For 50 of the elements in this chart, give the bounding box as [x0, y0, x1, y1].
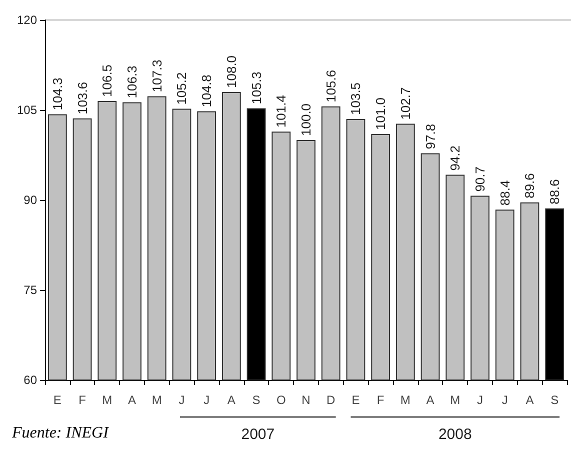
- x-tick-label: N: [302, 393, 310, 407]
- x-tick-label: J: [204, 393, 210, 407]
- data-label: 100.0: [298, 103, 314, 136]
- x-tick-label: D: [326, 393, 336, 407]
- x-tick-label: J: [502, 393, 508, 407]
- x-tick-label: F: [78, 393, 86, 407]
- data-label: 90.7: [472, 166, 488, 192]
- data-label: 105.6: [323, 70, 338, 102]
- data-label: 88.4: [497, 180, 512, 206]
- data-label: 103.6: [74, 82, 90, 114]
- x-tick-label: M: [152, 393, 162, 407]
- x-tick-label: E: [53, 393, 62, 407]
- x-tick-label: M: [102, 393, 112, 407]
- x-tick-label: M: [400, 393, 410, 407]
- data-label: 104.8: [199, 74, 214, 108]
- x-tick-label: S: [550, 393, 559, 407]
- data-label: 106.3: [124, 66, 140, 98]
- data-label: 103.5: [348, 82, 364, 115]
- y-tick-label: 75: [24, 283, 38, 297]
- data-label: 102.7: [398, 87, 413, 120]
- x-tick-label: J: [477, 393, 483, 407]
- y-tick-label: 105: [16, 103, 38, 117]
- data-label: 105.2: [174, 72, 190, 105]
- data-label: 108.0: [224, 55, 239, 88]
- x-tick-label: A: [426, 393, 434, 407]
- x-tick-label: F: [376, 393, 384, 407]
- text: 2007: [241, 426, 275, 443]
- data-label: 107.3: [149, 60, 164, 92]
- x-tick-label: A: [526, 393, 534, 407]
- data-label: 105.3: [248, 72, 264, 104]
- data-label: 88.6: [547, 179, 562, 204]
- data-label: 104.3: [50, 78, 65, 110]
- y-tick-label: 120: [16, 13, 38, 27]
- x-tick-label: O: [276, 393, 286, 407]
- source-note: Fuente: INEGI: [11, 424, 110, 442]
- x-tick-label: J: [178, 393, 185, 407]
- x-tick-label: M: [450, 393, 460, 407]
- data-label: 89.6: [522, 173, 538, 198]
- data-label: 97.8: [422, 124, 438, 150]
- x-tick-label: A: [227, 393, 236, 407]
- y-tick-label: 60: [24, 373, 38, 387]
- data-label: 94.2: [448, 145, 463, 171]
- x-tick-label: A: [128, 393, 136, 407]
- data-label: 106.5: [100, 64, 115, 97]
- x-tick-label: E: [352, 393, 360, 407]
- y-tick-label: 90: [24, 193, 38, 207]
- data-label: 101.0: [373, 97, 388, 130]
- data-label: 101.4: [274, 95, 289, 128]
- x-tick-label: S: [252, 393, 260, 407]
- text: 2008: [438, 426, 472, 443]
